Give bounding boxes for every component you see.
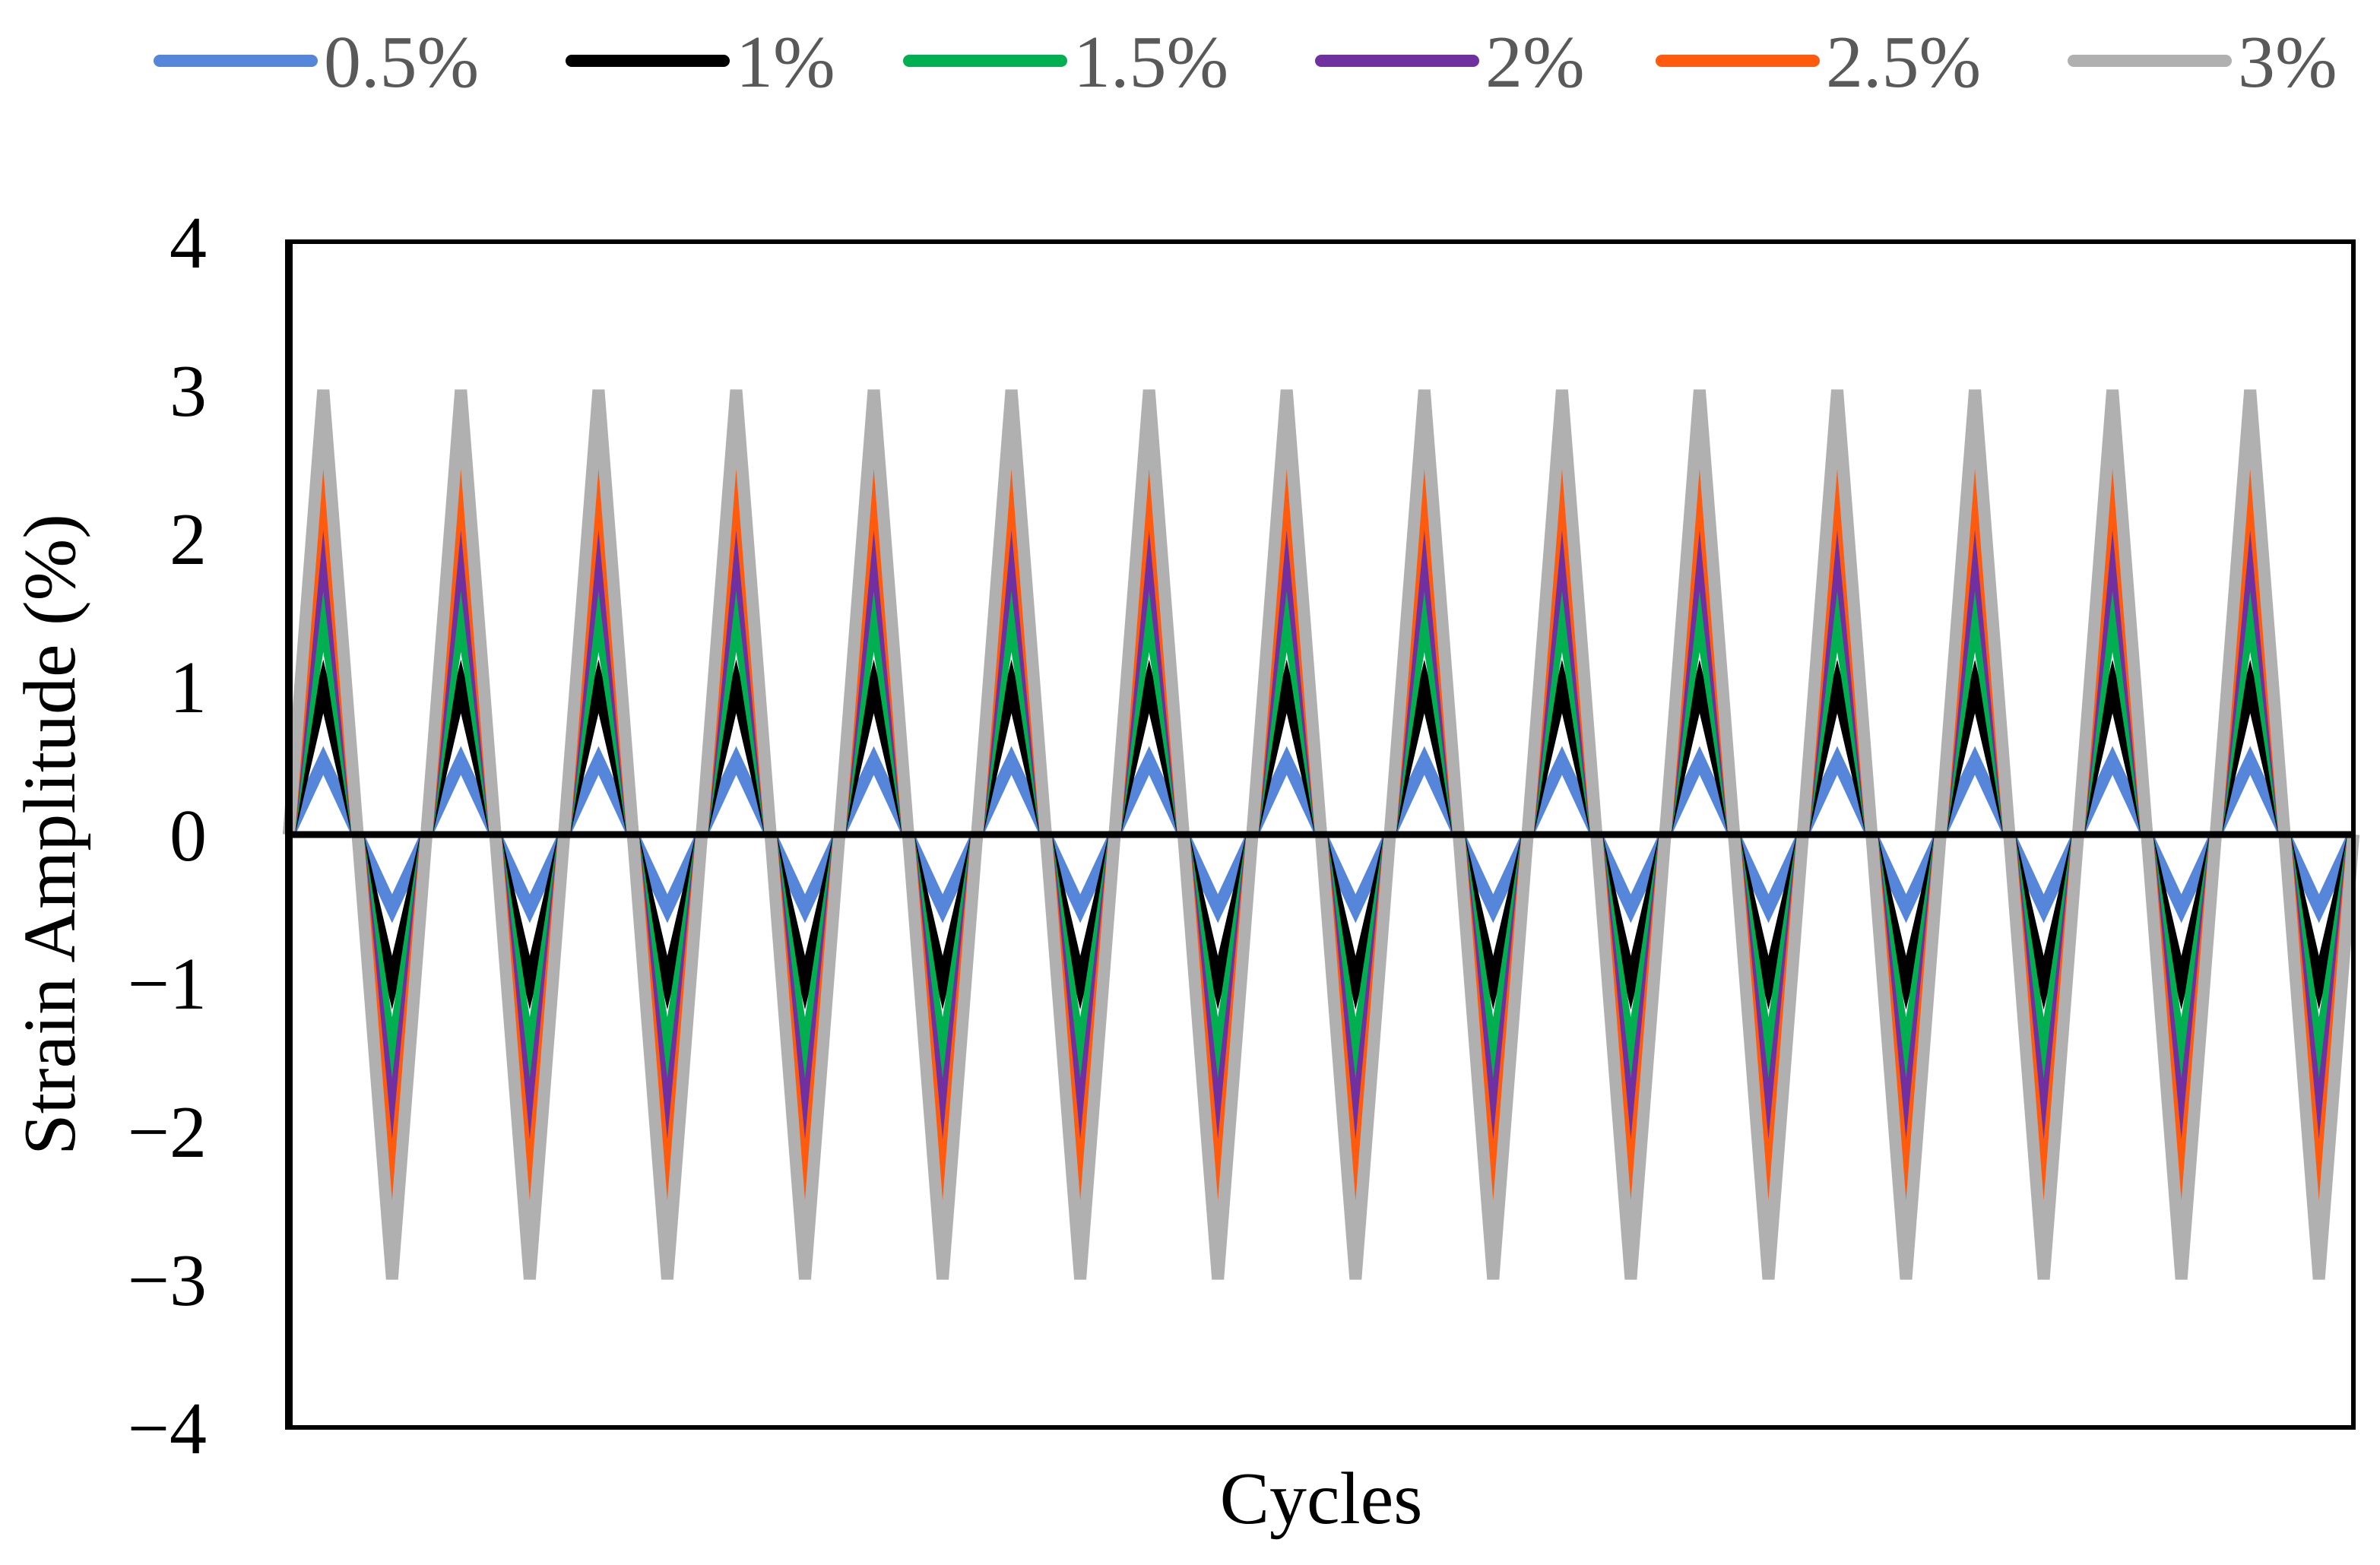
y-tick-label: 4	[170, 202, 207, 284]
legend-item-2-5: 2.5%	[1656, 21, 1981, 103]
legend-item-1: 1%	[566, 21, 835, 103]
y-tick-label: 2	[170, 499, 207, 581]
x-axis-title: Cycles	[1220, 1458, 1423, 1540]
legend-label: 1.5%	[1073, 21, 1228, 103]
y-tick-label: 1	[170, 647, 207, 729]
y-axis-title: Strain Amplitude (%)	[9, 514, 91, 1155]
legend-item-1-5: 1.5%	[903, 21, 1228, 103]
y-axis-ticks: 4 3 2 1 0 −1 −2 −3 −4	[128, 202, 207, 1470]
y-tick-label: 3	[170, 350, 207, 432]
legend-label: 2.5%	[1826, 21, 1981, 103]
y-tick-label: −3	[128, 1240, 207, 1322]
legend-item-3: 3%	[2068, 21, 2337, 103]
y-tick-label: −2	[128, 1091, 207, 1174]
legend-item-0-5: 0.5%	[154, 21, 479, 103]
legend-label: 2%	[1485, 21, 1585, 103]
legend-label: 1%	[736, 21, 835, 103]
legend-label: 3%	[2238, 21, 2337, 103]
y-tick-label: −4	[128, 1388, 207, 1470]
y-tick-label: −1	[128, 943, 207, 1025]
legend-label: 0.5%	[324, 21, 479, 103]
legend-item-2: 2%	[1315, 21, 1585, 103]
y-tick-label: 0	[170, 795, 207, 877]
legend: 0.5% 1% 1.5% 2% 2.5% 3%	[154, 21, 2337, 103]
